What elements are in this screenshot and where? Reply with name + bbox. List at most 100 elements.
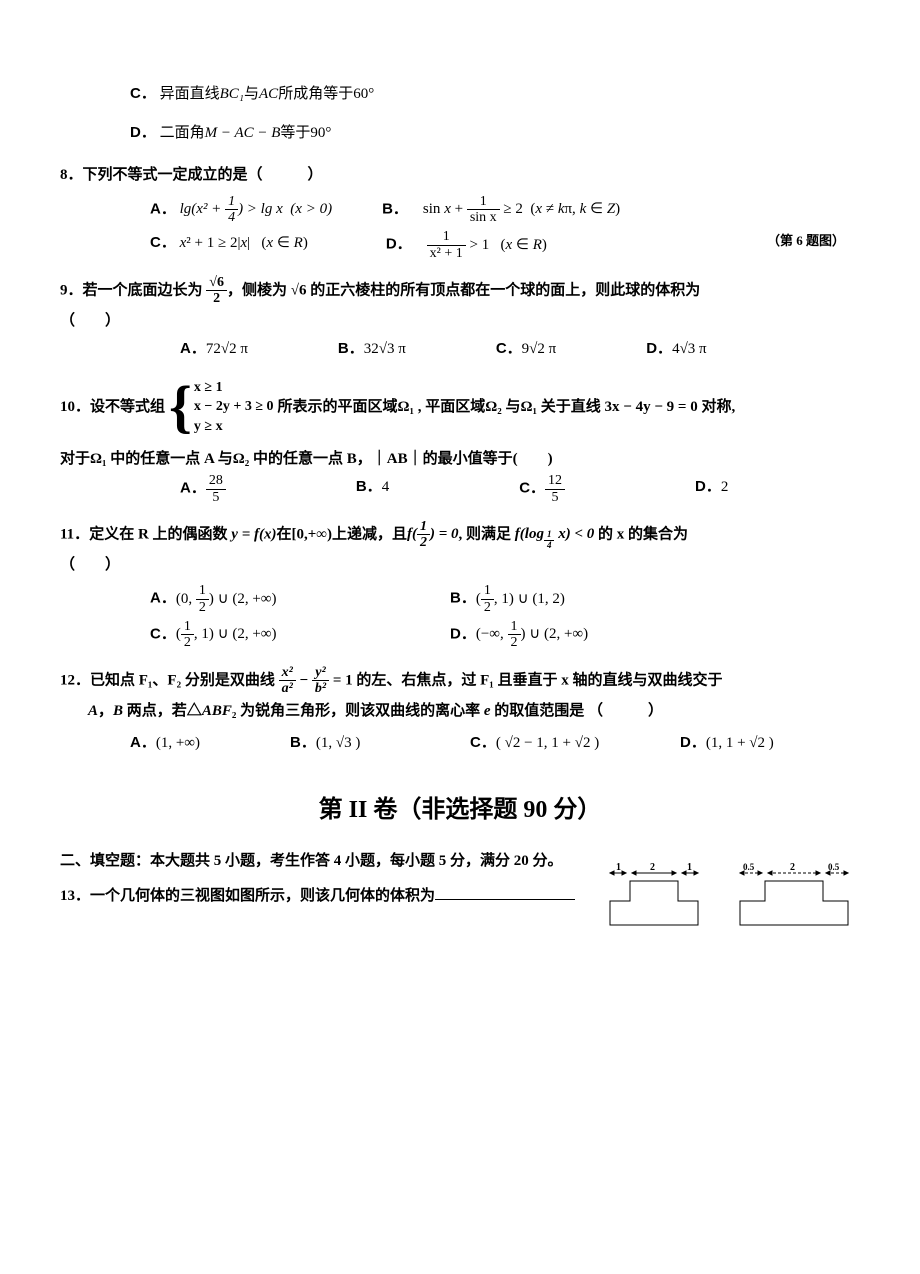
svg-text:0.5: 0.5 bbox=[828, 862, 840, 872]
q11-stem: 11．定义在 R 上的偶函数 y = f(x)在[0,+∞)上递减，且f(12)… bbox=[60, 519, 860, 551]
q10-opt-a: A．285 bbox=[180, 473, 226, 505]
math-frac: 125 bbox=[545, 473, 565, 505]
math-expr: AC bbox=[259, 86, 278, 102]
q-label: 10． bbox=[60, 393, 90, 422]
q-label: 9． bbox=[60, 282, 83, 298]
q9-opt-a: A．72√2 π bbox=[180, 335, 248, 364]
q8-option-row-2: C． x² + 1 ≥ 2|x| (x ∈ R) D． 1x² + 1 > 1 … bbox=[60, 229, 860, 261]
math-expr: (−∞, 12) ∪ (2, +∞) bbox=[476, 626, 588, 642]
math-expr: (1, +∞) bbox=[156, 735, 200, 751]
q9-opt-b: B．32√3 π bbox=[338, 335, 406, 364]
q-text: ，侧棱为 √6 的正六棱柱的所有顶点都在一个球的面上，则此球的体积为 bbox=[227, 282, 700, 298]
three-view-diagram: 1 2 1 0.5 2 0.5 bbox=[590, 861, 870, 942]
case-line: x − 2y + 3 ≥ 0 bbox=[194, 397, 274, 417]
svg-text:2: 2 bbox=[650, 862, 655, 873]
opt-label: D． bbox=[450, 625, 476, 642]
q12-opt-b: B．(1, √3 ) bbox=[290, 729, 470, 758]
opt-label: B． bbox=[356, 478, 382, 495]
opt-label: D． bbox=[646, 340, 672, 357]
math-expr: (12, 1) ∪ (2, +∞) bbox=[176, 626, 277, 642]
q9-paren: （ ） bbox=[60, 307, 860, 336]
q12-options: A．(1, +∞) B．(1, √3 ) C．( √2 − 1, 1 + √2 … bbox=[60, 729, 860, 758]
opt-label: A． bbox=[180, 340, 206, 357]
figure-label: （第 6 题图） bbox=[767, 229, 845, 254]
opt-label: A． bbox=[150, 200, 176, 217]
math-expr: BC₁ bbox=[220, 86, 244, 102]
q8-opt-a: A． lg(x² + 14) > lg x (x > 0) bbox=[150, 194, 332, 226]
q12-line2: A，B 两点，若△ABF₂ 为锐角三角形，则该双曲线的离心率 e 的取值范围是 … bbox=[60, 697, 860, 726]
q-label: 12． bbox=[60, 672, 90, 688]
q-text: 下列不等式一定成立的是（ ） bbox=[83, 167, 323, 183]
math-expr: 1x² + 1 > 1 (x ∈ R) bbox=[427, 237, 547, 253]
case-system: { x ≥ 1 x − 2y + 3 ≥ 0 y ≥ x bbox=[169, 378, 274, 437]
opt-label-c: C． bbox=[130, 85, 156, 102]
q-text: 在[0,+∞)上递减，且 bbox=[276, 526, 406, 542]
math-expr: 9√2 π bbox=[522, 341, 557, 357]
math-expr: sin x + 1sin x ≥ 2 (x ≠ kπ, k ∈ Z) bbox=[423, 201, 620, 217]
math-expr: x² + 1 ≥ 2|x| (x ∈ R) bbox=[180, 235, 308, 251]
case-line: x ≥ 1 bbox=[194, 378, 274, 398]
svg-text:1: 1 bbox=[616, 862, 621, 873]
math-expr: f(log14 x) < 0 bbox=[511, 526, 594, 542]
math-expr: lg(x² + 14) > lg x (x > 0) bbox=[180, 201, 332, 217]
q-label: 13． bbox=[60, 888, 90, 904]
opt-label: C． bbox=[470, 734, 496, 751]
q9-opt-d: D．4√3 π bbox=[646, 335, 706, 364]
math-op: − bbox=[296, 672, 312, 688]
q-text: = 1 的左、右焦点，过 F₁ 且垂直于 x 轴的直线与双曲线交于 bbox=[329, 672, 722, 688]
opt-label: D． bbox=[695, 478, 721, 495]
q-text: 一个几何体的三视图如图所示，则该几何体的体积为 bbox=[90, 888, 435, 904]
q12-opt-c: C．( √2 − 1, 1 + √2 ) bbox=[470, 729, 680, 758]
q11-opt-a: A．(0, 12) ∪ (2, +∞) bbox=[150, 583, 450, 615]
q-label: 11． bbox=[60, 526, 89, 542]
math-expr: (12, 1) ∪ (1, 2) bbox=[476, 591, 565, 607]
math-val: 4 bbox=[382, 479, 390, 495]
opt-text: 异面直线 bbox=[160, 86, 220, 102]
q-text: 设不等式组 bbox=[90, 393, 165, 422]
q11-opt-b: B．(12, 1) ∪ (1, 2) bbox=[450, 583, 565, 615]
math-expr: (1, 1 + √2 ) bbox=[706, 735, 774, 751]
math-frac: y²b² bbox=[312, 665, 329, 697]
q-text: 所表示的平面区域Ω₁ , 平面区域Ω₂ 与Ω₁ 关于直线 3x − 4y − 9… bbox=[278, 393, 736, 422]
math-expr: y = f(x) bbox=[231, 526, 276, 542]
opt-text: 所成角等于60° bbox=[278, 86, 374, 102]
math-expr: f(12) = 0 bbox=[407, 526, 459, 542]
opt-label: B． bbox=[338, 340, 364, 357]
q-text: , 则满足 bbox=[459, 526, 512, 542]
q8-stem: 8．下列不等式一定成立的是（ ） bbox=[60, 161, 860, 190]
q10-stem: 10． 设不等式组 { x ≥ 1 x − 2y + 3 ≥ 0 y ≥ x 所… bbox=[60, 378, 860, 437]
math-expr: 32√3 π bbox=[364, 341, 406, 357]
q9-opt-c: C．9√2 π bbox=[496, 335, 556, 364]
q11-opt-d: D．(−∞, 12) ∪ (2, +∞) bbox=[450, 619, 588, 651]
math-expr: 4√3 π bbox=[672, 341, 707, 357]
opt-label: C． bbox=[150, 234, 176, 251]
q13-stem-row: 13．一个几何体的三视图如图所示，则该几何体的体积为 1 2 1 bbox=[60, 882, 860, 952]
math-frac: 285 bbox=[206, 473, 226, 505]
section-2-title: 第 II 卷（非选择题 90 分） bbox=[60, 788, 860, 834]
opt-label: C． bbox=[150, 625, 176, 642]
brace-icon: { bbox=[169, 378, 192, 436]
q12-stem: 12．已知点 F₁、F₂ 分别是双曲线 x²a² − y²b² = 1 的左、右… bbox=[60, 665, 860, 697]
q-label: 8． bbox=[60, 167, 83, 183]
q10-options: A．285 B．4 C．125 D．2 bbox=[60, 473, 860, 505]
q-text: 若一个底面边长为 bbox=[83, 282, 207, 298]
q10-opt-c: C．125 bbox=[519, 473, 565, 505]
opt-label: D． bbox=[386, 236, 412, 253]
q11-options-row1: A．(0, 12) ∪ (2, +∞) B．(12, 1) ∪ (1, 2) bbox=[60, 583, 860, 615]
q-text: 定义在 R 上的偶函数 bbox=[89, 526, 231, 542]
q10-line2: 对于Ω₁ 中的任意一点 A 与Ω₂ 中的任意一点 B，｜AB｜的最小值等于( ) bbox=[60, 445, 860, 474]
math-expr: (0, 12) ∪ (2, +∞) bbox=[176, 591, 277, 607]
math-expr: 72√2 π bbox=[206, 341, 248, 357]
q8-opt-b: B． sin x + 1sin x ≥ 2 (x ≠ kπ, k ∈ Z) bbox=[382, 194, 620, 226]
opt-label-d: D． bbox=[130, 124, 156, 141]
q8-opt-c: C． x² + 1 ≥ 2|x| (x ∈ R) bbox=[150, 229, 308, 261]
svg-text:2: 2 bbox=[790, 862, 795, 873]
q-text: 已知点 F₁、F₂ 分别是双曲线 bbox=[90, 672, 279, 688]
opt-label: B． bbox=[290, 734, 316, 751]
opt-text: 等于90° bbox=[280, 125, 331, 141]
q9-options: A．72√2 π B．32√3 π C．9√2 π D．4√3 π bbox=[60, 335, 860, 364]
math-frac: √62 bbox=[206, 275, 227, 307]
opt-label: B． bbox=[450, 590, 476, 607]
q10-opt-d: D．2 bbox=[695, 473, 728, 505]
opt-label: B． bbox=[382, 200, 408, 217]
